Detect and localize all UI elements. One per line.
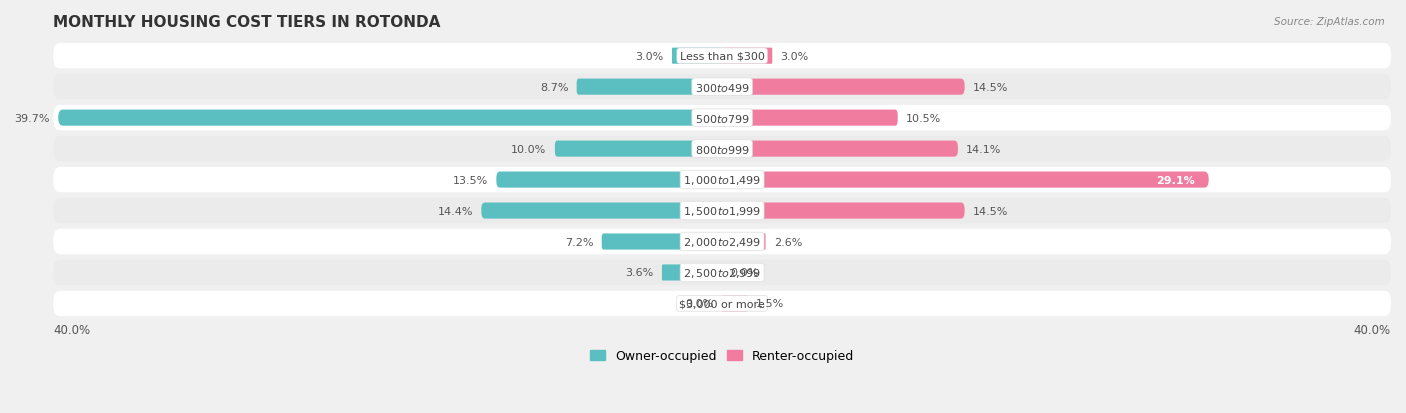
Text: $2,500 to $2,999: $2,500 to $2,999 bbox=[683, 266, 761, 279]
FancyBboxPatch shape bbox=[723, 141, 957, 157]
Text: 8.7%: 8.7% bbox=[540, 83, 568, 93]
FancyBboxPatch shape bbox=[53, 137, 1391, 162]
Text: $500 to $799: $500 to $799 bbox=[695, 112, 749, 124]
Text: $800 to $999: $800 to $999 bbox=[695, 143, 749, 155]
Text: Less than $300: Less than $300 bbox=[679, 52, 765, 62]
FancyBboxPatch shape bbox=[53, 260, 1391, 285]
FancyBboxPatch shape bbox=[555, 141, 723, 157]
FancyBboxPatch shape bbox=[723, 172, 1209, 188]
FancyBboxPatch shape bbox=[53, 106, 1391, 131]
Text: 3.0%: 3.0% bbox=[636, 52, 664, 62]
Text: 14.5%: 14.5% bbox=[973, 206, 1008, 216]
Text: 2.6%: 2.6% bbox=[773, 237, 803, 247]
Text: 40.0%: 40.0% bbox=[1354, 323, 1391, 336]
Text: 39.7%: 39.7% bbox=[14, 113, 49, 123]
Text: 7.2%: 7.2% bbox=[565, 237, 593, 247]
Text: $1,500 to $1,999: $1,500 to $1,999 bbox=[683, 204, 761, 218]
FancyBboxPatch shape bbox=[723, 296, 747, 312]
FancyBboxPatch shape bbox=[481, 203, 723, 219]
Text: 0.0%: 0.0% bbox=[731, 268, 759, 278]
FancyBboxPatch shape bbox=[576, 79, 723, 95]
FancyBboxPatch shape bbox=[58, 110, 723, 126]
Text: 40.0%: 40.0% bbox=[53, 323, 90, 336]
FancyBboxPatch shape bbox=[723, 110, 897, 126]
Text: $1,000 to $1,499: $1,000 to $1,499 bbox=[683, 173, 761, 187]
Text: $300 to $499: $300 to $499 bbox=[695, 81, 749, 93]
FancyBboxPatch shape bbox=[53, 198, 1391, 224]
Text: 14.1%: 14.1% bbox=[966, 144, 1001, 154]
Text: 3.6%: 3.6% bbox=[626, 268, 654, 278]
Text: 13.5%: 13.5% bbox=[453, 175, 488, 185]
FancyBboxPatch shape bbox=[723, 48, 772, 64]
Text: MONTHLY HOUSING COST TIERS IN ROTONDA: MONTHLY HOUSING COST TIERS IN ROTONDA bbox=[53, 15, 440, 30]
FancyBboxPatch shape bbox=[53, 291, 1391, 316]
FancyBboxPatch shape bbox=[723, 203, 965, 219]
FancyBboxPatch shape bbox=[662, 265, 723, 281]
Text: 0.0%: 0.0% bbox=[686, 299, 714, 309]
FancyBboxPatch shape bbox=[602, 234, 723, 250]
Text: 1.5%: 1.5% bbox=[755, 299, 783, 309]
Text: 10.5%: 10.5% bbox=[905, 113, 941, 123]
FancyBboxPatch shape bbox=[53, 167, 1391, 193]
Legend: Owner-occupied, Renter-occupied: Owner-occupied, Renter-occupied bbox=[585, 344, 859, 367]
Text: Source: ZipAtlas.com: Source: ZipAtlas.com bbox=[1274, 17, 1385, 26]
FancyBboxPatch shape bbox=[672, 48, 723, 64]
FancyBboxPatch shape bbox=[53, 75, 1391, 100]
Text: $3,000 or more: $3,000 or more bbox=[679, 299, 765, 309]
FancyBboxPatch shape bbox=[496, 172, 723, 188]
FancyBboxPatch shape bbox=[723, 234, 766, 250]
FancyBboxPatch shape bbox=[53, 229, 1391, 254]
Text: $2,000 to $2,499: $2,000 to $2,499 bbox=[683, 235, 761, 248]
Text: 10.0%: 10.0% bbox=[512, 144, 547, 154]
FancyBboxPatch shape bbox=[53, 44, 1391, 69]
Text: 14.5%: 14.5% bbox=[973, 83, 1008, 93]
Text: 29.1%: 29.1% bbox=[1157, 175, 1195, 185]
Text: 3.0%: 3.0% bbox=[780, 52, 808, 62]
FancyBboxPatch shape bbox=[723, 79, 965, 95]
Text: 14.4%: 14.4% bbox=[437, 206, 472, 216]
